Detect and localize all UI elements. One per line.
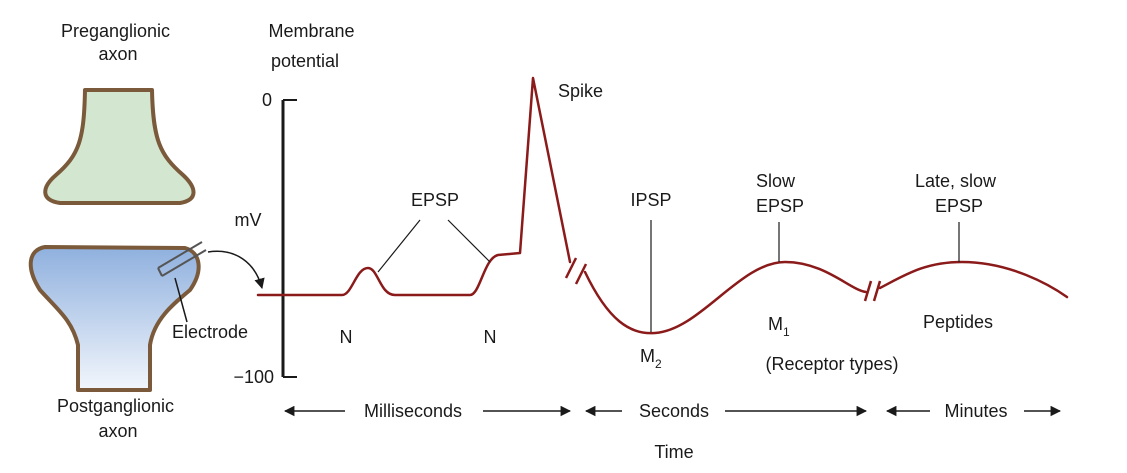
- preganglionic-label: Preganglionic axon: [61, 21, 175, 64]
- peptides-label: Peptides: [923, 312, 993, 332]
- break-mark-2: [863, 280, 882, 302]
- receptor-m1-label: M1: [768, 314, 790, 339]
- minutes-label: Minutes: [944, 401, 1007, 421]
- receptor-types-label: (Receptor types): [765, 354, 898, 374]
- slow-epsp-label: Slow EPSP: [756, 171, 804, 216]
- preganglionic-terminal: [43, 88, 196, 205]
- recording-arrow: [207, 250, 265, 290]
- y-tick-label-top: 0: [262, 90, 272, 110]
- late-slow-epsp-label: Late, slow EPSP: [915, 171, 1001, 216]
- spike-label: Spike: [558, 81, 603, 101]
- milliseconds-label: Milliseconds: [364, 401, 462, 421]
- y-tick-label-bottom: −100: [233, 367, 274, 387]
- epsp-pointer-1: [377, 219, 421, 273]
- receptor-m2-label: M2: [640, 346, 662, 371]
- ipsp-label: IPSP: [630, 190, 671, 210]
- receptor-n-label-1: N: [340, 327, 353, 347]
- postganglionic-terminal: [28, 245, 201, 392]
- postganglionic-label: Postganglionic axon: [57, 396, 179, 441]
- mv-label: mV: [235, 210, 262, 230]
- seconds-label: Seconds: [639, 401, 709, 421]
- epsp-label: EPSP: [411, 190, 459, 210]
- break-mark-1: [564, 257, 588, 285]
- electrode-label: Electrode: [172, 322, 248, 342]
- electrode: [157, 241, 207, 323]
- receptor-n-label-2: N: [484, 327, 497, 347]
- membrane-potential-label: Membrane potential: [268, 21, 359, 71]
- time-label: Time: [654, 442, 693, 462]
- epsp-pointer-2: [447, 219, 491, 263]
